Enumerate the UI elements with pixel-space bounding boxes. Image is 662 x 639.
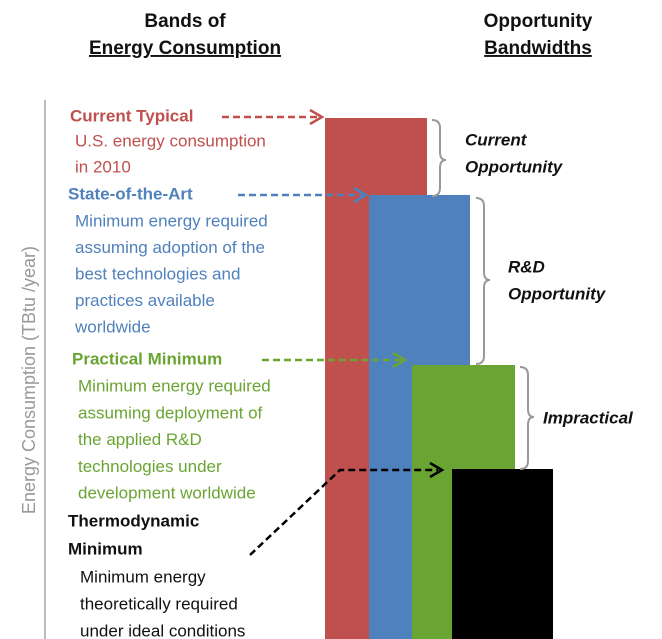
bandwidth-label: Opportunity xyxy=(465,157,564,176)
band-description: assuming adoption of the xyxy=(75,238,265,257)
band-description: in 2010 xyxy=(75,157,131,176)
band-description: technologies under xyxy=(78,457,222,476)
band-description: the applied R&D xyxy=(78,430,202,449)
band-description: Minimum energy required xyxy=(78,376,271,395)
band-description: practices available xyxy=(75,291,215,310)
header-left: Energy Consumption xyxy=(89,38,281,59)
band-description: theoretically required xyxy=(80,594,238,613)
band-description: under ideal conditions xyxy=(80,621,245,639)
band-description: development worldwide xyxy=(78,484,256,503)
band-description: Minimum energy required xyxy=(75,211,268,230)
band-title: Practical Minimum xyxy=(72,349,222,368)
header-right: Bandwidths xyxy=(484,38,592,59)
band-title: Current Typical xyxy=(70,106,193,125)
band-description: U.S. energy consumption xyxy=(75,131,266,150)
band-description: Minimum energy xyxy=(80,567,206,586)
band-thermo xyxy=(452,469,553,639)
band-description: worldwide xyxy=(74,317,151,336)
header-right: Opportunity xyxy=(484,11,593,32)
header-left: Bands of xyxy=(144,11,226,32)
arrows xyxy=(222,115,438,556)
band-title: State-of-the-Art xyxy=(68,184,193,203)
bandwidth-label: R&D xyxy=(508,257,545,276)
band-title: Thermodynamic xyxy=(68,511,199,530)
axis-label: Energy Consumption (TBtu /year) xyxy=(19,246,39,514)
bandwidth-label: Opportunity xyxy=(508,284,607,303)
bandwidth-label: Impractical xyxy=(543,408,634,427)
bandwidth-label: Current xyxy=(465,130,528,149)
band-description: best technologies and xyxy=(75,264,240,283)
band-title: Minimum xyxy=(68,539,143,558)
braces xyxy=(431,119,535,470)
arrow-heads xyxy=(309,108,445,479)
band-description: assuming deployment of xyxy=(78,403,263,422)
